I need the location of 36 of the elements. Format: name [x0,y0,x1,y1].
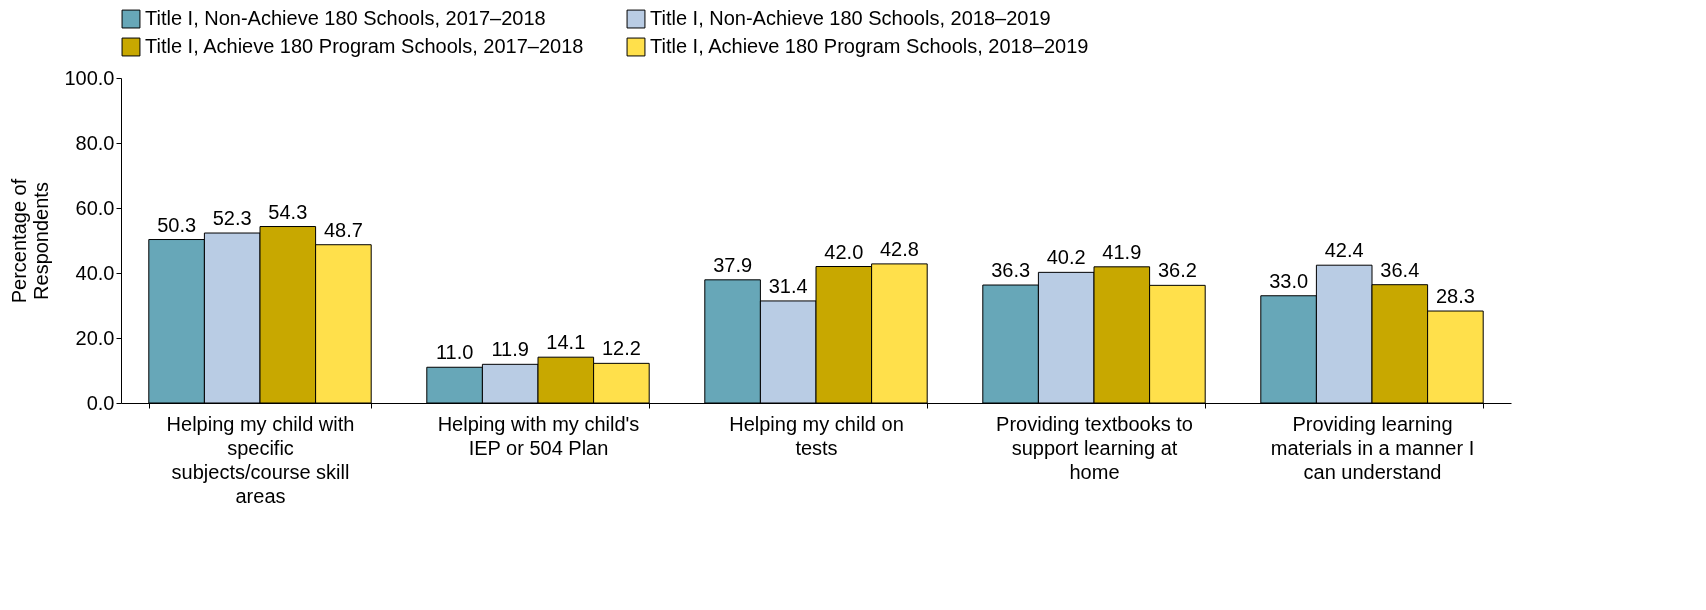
data-label: 11.0 [435,341,474,364]
data-label: 14.1 [546,331,586,354]
data-label: 54.3 [268,200,308,223]
y-axis-title: Percentage of Respondents [8,178,53,304]
data-label: 37.9 [713,253,753,276]
x-tick-label: Providing learning materials in a manner I can understand [1270,412,1475,483]
data-label: 36.3 [991,259,1031,282]
y-tick-label: 60.0 [75,196,115,219]
data-label: 42.4 [1324,239,1364,262]
data-label: 40.2 [1046,246,1086,269]
x-tick-label: Providing textbooks to support learning at home [996,412,1193,483]
x-tick-label: Helping with my child's IEP or 504 Plan [437,412,640,459]
data-label: 36.2 [1157,259,1197,282]
data-label: 36.4 [1380,258,1420,281]
data-label: 12.2 [601,337,641,360]
data-label: 31.4 [768,274,808,297]
legend-label: Title I, Achieve 180 Program Schools, 2018–2019 [650,35,1089,57]
data-label: 42.8 [879,237,919,260]
y-tick-label: 100.0 [64,66,115,89]
y-tick-label: 40.0 [75,261,115,284]
data-label: 48.7 [323,218,363,241]
legend-label: Title I, Achieve 180 Program Schools, 2017–2018 [145,35,584,57]
legend-label: Title I, Non-Achieve 180 Schools, 2018–2019 [650,7,1051,30]
data-label: 50.3 [157,213,197,236]
data-label: 28.3 [1435,285,1475,308]
x-tick-label: Helping my child with specific subjects/course skill areas [166,412,355,507]
x-tick-label: Helping my child on tests [729,412,904,459]
data-label: 41.9 [1102,240,1142,263]
data-label: 52.3 [212,207,252,230]
y-tick-label: 0.0 [86,391,115,414]
y-tick-label: 80.0 [75,131,115,154]
data-label: 11.9 [491,338,529,361]
data-label: 33.0 [1269,269,1309,292]
data-label: 42.0 [824,240,864,263]
y-tick-label: 20.0 [75,326,115,349]
legend-label: Title I, Non-Achieve 180 Schools, 2017–2018 [145,7,546,30]
